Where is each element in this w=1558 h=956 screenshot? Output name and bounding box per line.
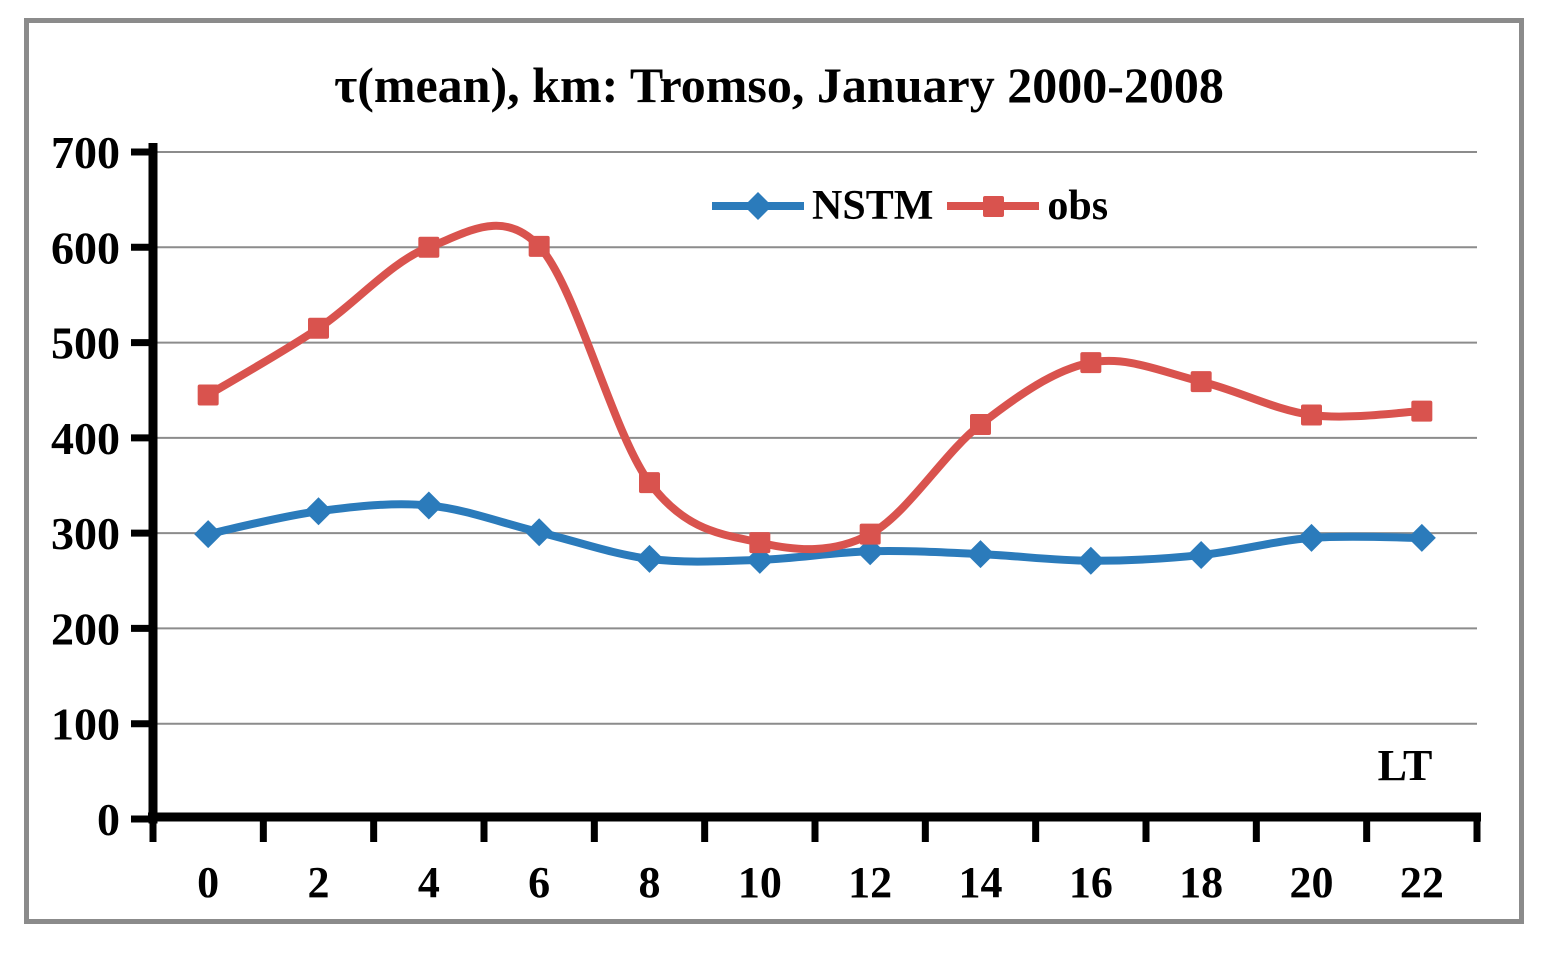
chart-legend: NSTM obs [712,184,1108,228]
chart-title: τ(mean), km: Tromso, January 2000-2008 [334,57,1224,113]
y-tick-label: 400 [51,413,120,464]
x-tick-label: 20 [1290,858,1334,907]
series-obs-marker [528,235,550,257]
x-tick-label: 10 [738,858,782,907]
chart-frame [24,18,1524,924]
y-tick-label: 200 [51,603,120,654]
series-NSTM-marker [525,518,554,547]
series-NSTM-marker [194,520,223,549]
series-NSTM-marker [1297,523,1326,552]
x-tick-label: 4 [418,858,440,907]
series-NSTM-marker [304,497,333,526]
y-tick-label: 300 [51,508,120,559]
series-obs-marker [639,472,660,494]
series-obs-marker [1411,400,1433,422]
series-NSTM-marker [635,544,664,573]
series-obs-marker [859,523,881,545]
x-tick-label: 14 [959,858,1003,907]
x-tick-label: 12 [848,858,892,907]
series-obs-marker [1301,404,1322,426]
y-tick-label: 600 [51,222,120,273]
series-NSTM-marker [966,540,995,569]
x-tick-label: 22 [1400,858,1444,907]
x-tick-label: 2 [308,858,330,907]
series-NSTM-marker [414,491,443,520]
series-obs-marker [970,414,991,436]
x-axis-unit-label: LT [1377,741,1433,790]
series-obs-marker [197,384,219,406]
x-tick-label: 16 [1069,858,1113,907]
series-NSTM-marker [1076,546,1105,575]
series-NSTM-marker [1187,541,1216,570]
legend-item-obs: obs [947,184,1108,228]
legend-label: obs [1047,183,1109,229]
y-tick-label: 100 [51,699,120,750]
series-obs-marker [1080,352,1102,374]
legend-diamond-marker-icon [712,192,804,220]
legend-item-NSTM: NSTM [712,184,933,228]
series-obs-marker [308,317,329,339]
series-obs-marker [418,236,440,258]
series-obs-marker [1190,371,1212,393]
x-tick-label: 18 [1179,858,1223,907]
series-NSTM-marker [1407,523,1436,552]
legend-label: NSTM [812,183,934,229]
x-tick-label: 6 [528,858,550,907]
legend-square-marker-icon [947,196,1040,217]
x-tick-label: 8 [639,858,661,907]
y-tick-label: 700 [51,127,120,178]
y-tick-label: 0 [97,794,120,845]
x-tick-label: 0 [197,858,219,907]
series-obs-marker [749,532,771,554]
y-tick-label: 500 [51,318,120,369]
